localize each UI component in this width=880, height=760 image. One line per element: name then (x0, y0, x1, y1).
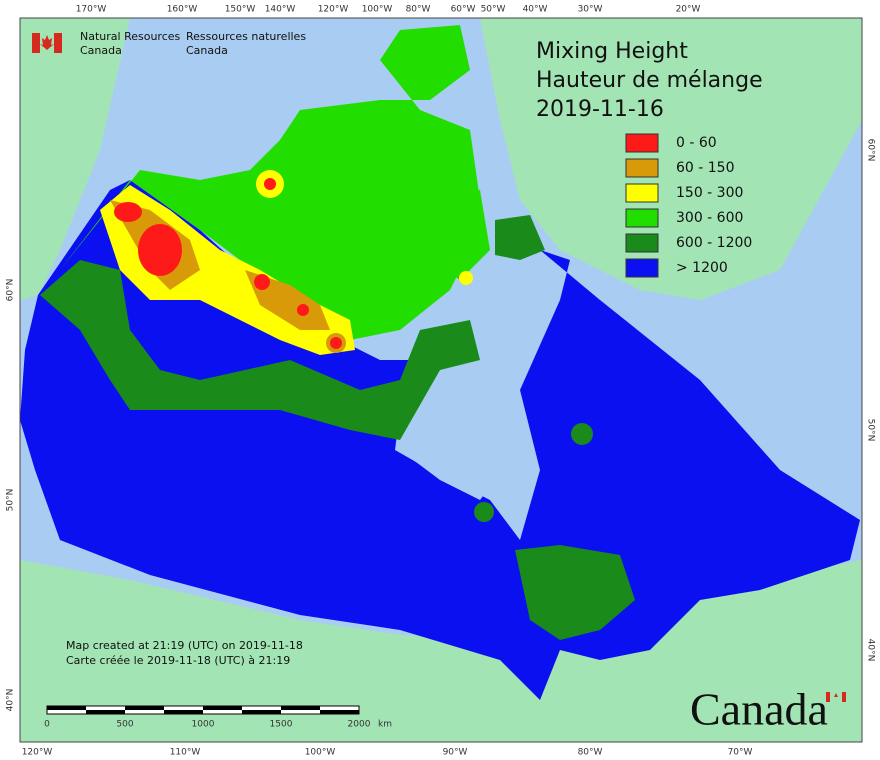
zone-spot (254, 274, 270, 290)
graticule-label: 100°W (362, 5, 393, 15)
credit: Map created at 21:19 (UTC) on 2019-11-18 (66, 639, 303, 652)
graticule-label: 170°W (76, 5, 107, 15)
graticule-label: 110°W (170, 748, 201, 758)
legend-label: 600 - 1200 (676, 235, 752, 251)
zone-lime (420, 180, 490, 280)
graticule-label: 150°W (225, 5, 256, 15)
zone-dark-green (515, 545, 635, 640)
graticule-label: 40°N (6, 689, 16, 712)
zone-lime (260, 190, 420, 290)
scale-label: 2000 (348, 720, 371, 730)
title: Mixing Height (536, 39, 688, 64)
zone-spot (264, 178, 276, 190)
graticule-label: 80°W (578, 748, 603, 758)
graticule-label: 70°W (728, 748, 753, 758)
scale-unit: km (378, 720, 392, 730)
graticule-label: 80°W (406, 5, 431, 15)
zone-red (138, 224, 182, 276)
graticule-label: 90°W (443, 748, 468, 758)
legend-label: 150 - 300 (676, 185, 743, 201)
graticule-label: 40°N (866, 639, 876, 662)
scale-segment (125, 710, 164, 714)
hudson-bay (395, 360, 520, 500)
wordmark-flag (842, 692, 846, 702)
zone-spot (297, 304, 309, 316)
scale-segment (203, 710, 242, 714)
scale-segment (47, 710, 86, 714)
agency-en: Canada (80, 44, 122, 57)
scale-segment (164, 706, 203, 710)
scale-segment (203, 706, 242, 710)
scale-segment (47, 706, 86, 710)
agency-fr: Canada (186, 44, 228, 57)
legend-swatch (625, 208, 659, 228)
zone-dark-green (40, 260, 480, 440)
scale-outline (46, 705, 360, 715)
scale-label: 500 (116, 720, 133, 730)
graticule-label: 40°W (523, 5, 548, 15)
scale-segment (320, 710, 359, 714)
graticule-label: 60°N (6, 279, 16, 302)
scale-segment (242, 710, 281, 714)
zone-spot (474, 502, 494, 522)
legend-swatch (625, 183, 659, 203)
zone-spot (571, 423, 593, 445)
legend-label: 300 - 600 (676, 210, 743, 226)
legend-label: 0 - 60 (676, 135, 717, 151)
wordmark-leaf (834, 693, 838, 697)
graticule-label: 50°N (866, 419, 876, 442)
legend-label: 60 - 150 (676, 160, 735, 176)
mixing-height-zones (20, 25, 860, 700)
graticule-label: 140°W (265, 5, 296, 15)
graticule-label: 120°W (318, 5, 349, 15)
zone-spot (330, 337, 342, 349)
credit: Carte créée le 2019-11-18 (UTC) à 21:19 (66, 654, 290, 667)
title: 2019-11-16 (536, 97, 664, 122)
zone-dark-green (495, 215, 545, 260)
legend-label: > 1200 (676, 260, 728, 276)
graticule-label: 50°W (481, 5, 506, 15)
scale-segment (242, 706, 281, 710)
graticule-label: 30°W (578, 5, 603, 15)
scale-label: 1000 (192, 720, 215, 730)
scale-label: 1500 (270, 720, 293, 730)
agency-en: Natural Resources (80, 30, 181, 43)
wordmark-flag (826, 692, 830, 702)
graticule-label: 60°N (866, 139, 876, 162)
scale-segment (281, 706, 320, 710)
map-frame (19, 17, 863, 743)
agency-fr: Ressources naturelles (186, 30, 306, 43)
united-states (20, 560, 862, 742)
legend-swatch (625, 233, 659, 253)
graticule-label: 160°W (167, 5, 198, 15)
scale-label: 0 (44, 720, 50, 730)
scale-segment (320, 706, 359, 710)
graticule-label: 60°W (451, 5, 476, 15)
scale-segment (281, 710, 320, 714)
graticule-label: 100°W (305, 748, 336, 758)
flag-bar (32, 33, 40, 53)
greenland (480, 18, 862, 300)
zone-red (114, 202, 142, 222)
legend-swatch (625, 133, 659, 153)
legend-swatch (625, 158, 659, 178)
scale-segment (86, 706, 125, 710)
graticule-label: 120°W (22, 748, 53, 758)
alaska (20, 18, 130, 300)
maple-leaf (40, 35, 54, 50)
title: Hauteur de mélange (536, 68, 763, 93)
graticule-label: 20°W (676, 5, 701, 15)
wordmark: Canada (690, 684, 828, 735)
scale-segment (164, 710, 203, 714)
graticule-label: 50°N (6, 489, 16, 512)
labels: Natural Resources Canada Ressources natu… (6, 5, 876, 758)
legend-swatch (625, 258, 659, 278)
flag-bar (54, 33, 62, 53)
scale-segment (86, 710, 125, 714)
zone-spot (459, 271, 473, 285)
scale-segment (125, 706, 164, 710)
